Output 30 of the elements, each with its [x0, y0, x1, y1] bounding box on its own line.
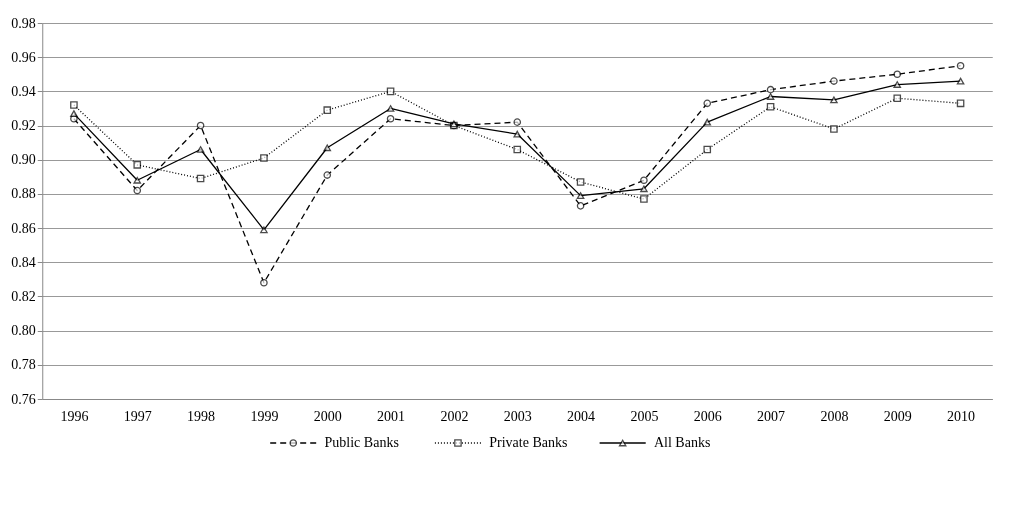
y-tick-label: 0.84 — [11, 254, 36, 270]
y-tick-label: 0.82 — [11, 288, 36, 304]
x-tick-label: 2004 — [567, 408, 596, 424]
y-tick-label: 0.98 — [11, 15, 36, 31]
x-tick-label: 1998 — [187, 408, 216, 424]
x-tick-label: 2002 — [440, 408, 469, 424]
y-tick-label: 0.78 — [11, 357, 36, 373]
legend-label: Public Banks — [324, 435, 399, 450]
x-tick-label: 1999 — [250, 408, 279, 424]
x-tick-label: 2010 — [947, 408, 976, 424]
x-tick-label: 2008 — [820, 408, 849, 424]
x-tick-label: 2007 — [757, 408, 786, 424]
legend-label: All Banks — [653, 435, 711, 450]
y-tick-label: 0.86 — [11, 220, 36, 236]
y-tick-label: 0.88 — [11, 186, 36, 202]
y-tick-label: 0.80 — [11, 323, 36, 339]
x-tick-label: 2000 — [313, 408, 342, 424]
x-tick-label: 2001 — [377, 408, 406, 424]
x-tick-label: 2005 — [630, 408, 659, 424]
y-tick-label: 0.94 — [11, 83, 36, 99]
legend-label: Private Banks — [489, 435, 568, 450]
y-tick-label: 0.90 — [11, 152, 36, 168]
x-tick-label: 2003 — [503, 408, 532, 424]
x-tick-label: 1996 — [60, 408, 89, 424]
y-tick-label: 0.92 — [11, 118, 36, 134]
y-tick-label: 0.76 — [11, 391, 36, 407]
x-tick-label: 1997 — [123, 408, 152, 424]
x-tick-label: 2009 — [883, 408, 912, 424]
y-tick-label: 0.96 — [11, 49, 36, 65]
x-tick-label: 2006 — [693, 408, 722, 424]
